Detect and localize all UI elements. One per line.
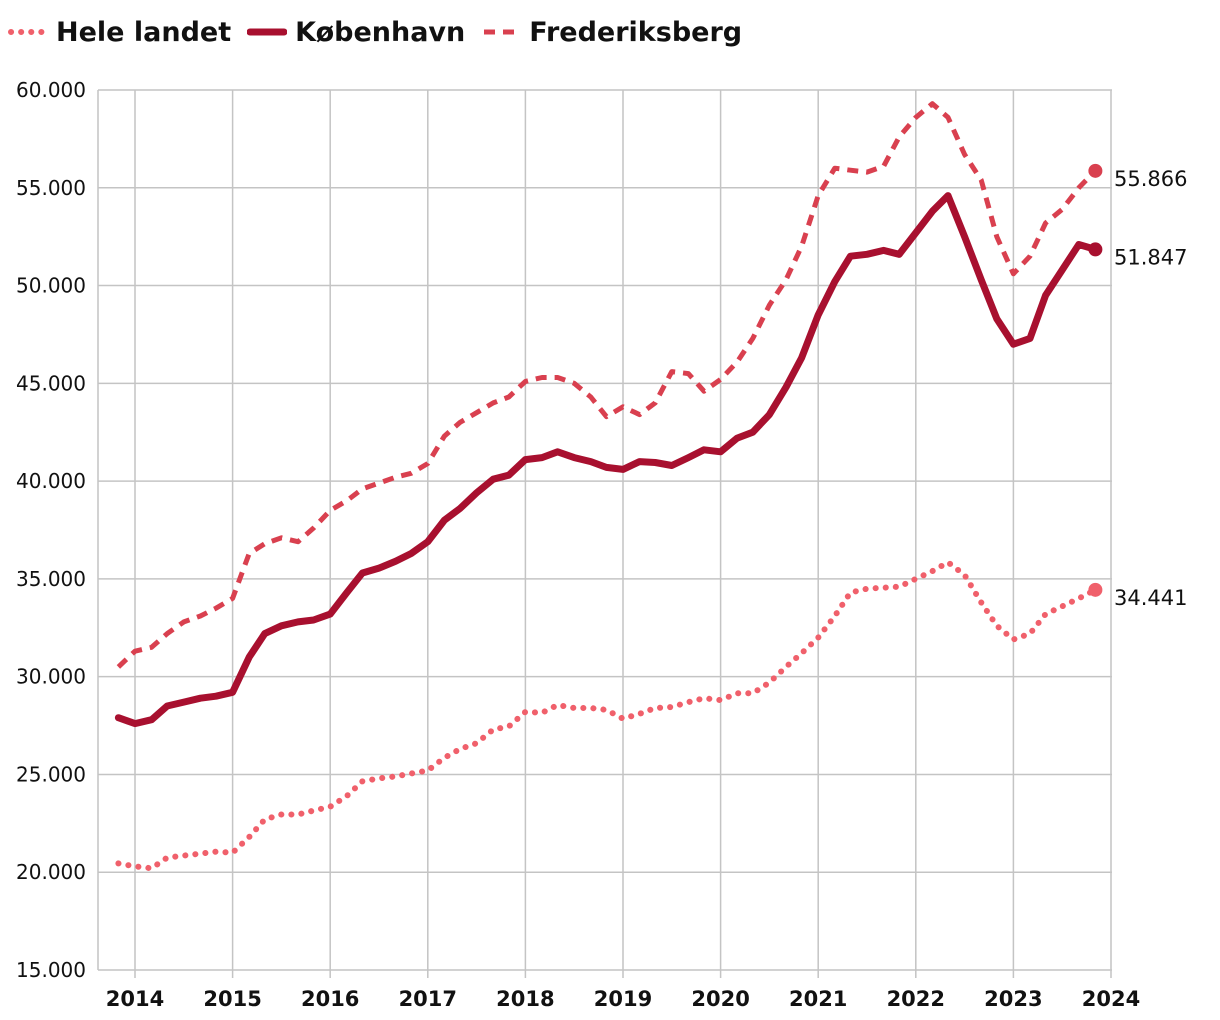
- end-label-hele_landet: 34.441: [1114, 586, 1187, 610]
- end-markers: 34.441 51.847 55.866: [1088, 163, 1187, 610]
- end-marker-kobenhavn: [1088, 242, 1103, 257]
- y-tick-label: 30.000: [16, 665, 86, 689]
- legend-item-hele_landet: Hele landet: [8, 17, 231, 48]
- legend-label: Hele landet: [56, 16, 232, 48]
- y-axis-tick-labels: 15.000 20.000 25.000 30.000 35.000 40.000 45.0…: [16, 78, 86, 982]
- legend-item-kobenhavn: København: [247, 17, 465, 48]
- series-line-frederiksberg: [116, 101, 1098, 669]
- x-tick-label: 2022: [887, 987, 945, 1011]
- y-tick-label: 20.000: [16, 860, 86, 884]
- x-tick-label: 2024: [1082, 987, 1140, 1011]
- legend-label: København: [295, 16, 466, 48]
- series-line-hele_landet: [115, 559, 1099, 872]
- y-tick-label: 50.000: [16, 274, 86, 298]
- legend-item-frederiksberg: Frederiksberg: [481, 17, 742, 48]
- end-label-frederiksberg: 55.866: [1114, 167, 1187, 191]
- legend: Hele landet København Frederiksberg: [8, 12, 758, 52]
- legend-label: Frederiksberg: [529, 16, 743, 48]
- x-tick-label: 2020: [691, 987, 749, 1011]
- y-tick-label: 55.000: [16, 176, 86, 200]
- series-lines: [114, 101, 1099, 872]
- end-marker-frederiksberg: [1088, 163, 1103, 178]
- y-tick-label: 60.000: [16, 78, 86, 102]
- x-tick-label: 2015: [203, 987, 261, 1011]
- legend-swatch-kobenhavn: [247, 28, 288, 36]
- gridlines: [97, 89, 1112, 978]
- x-axis-tick-labels: 2014 2015 2016 2017 2018 2019 2020 2021 2022 2023…: [106, 987, 1140, 1011]
- series-line-kobenhavn: [114, 192, 1099, 728]
- x-tick-label: 2021: [789, 987, 847, 1011]
- y-tick-label: 45.000: [16, 371, 86, 395]
- legend-swatch-hele_landet: [8, 29, 48, 35]
- x-tick-label: 2014: [106, 987, 164, 1011]
- end-label-kobenhavn: 51.847: [1114, 245, 1187, 269]
- x-tick-label: 2018: [496, 987, 554, 1011]
- legend-swatch-frederiksberg: [484, 29, 519, 35]
- end-marker-hele_landet: [1088, 582, 1103, 597]
- y-tick-label: 40.000: [16, 469, 86, 493]
- y-tick-label: 15.000: [16, 958, 86, 982]
- x-tick-label: 2017: [399, 987, 457, 1011]
- x-tick-label: 2016: [301, 987, 359, 1011]
- x-tick-label: 2023: [984, 987, 1042, 1011]
- y-tick-label: 35.000: [16, 567, 86, 591]
- x-tick-label: 2019: [594, 987, 652, 1011]
- y-tick-label: 25.000: [16, 762, 86, 786]
